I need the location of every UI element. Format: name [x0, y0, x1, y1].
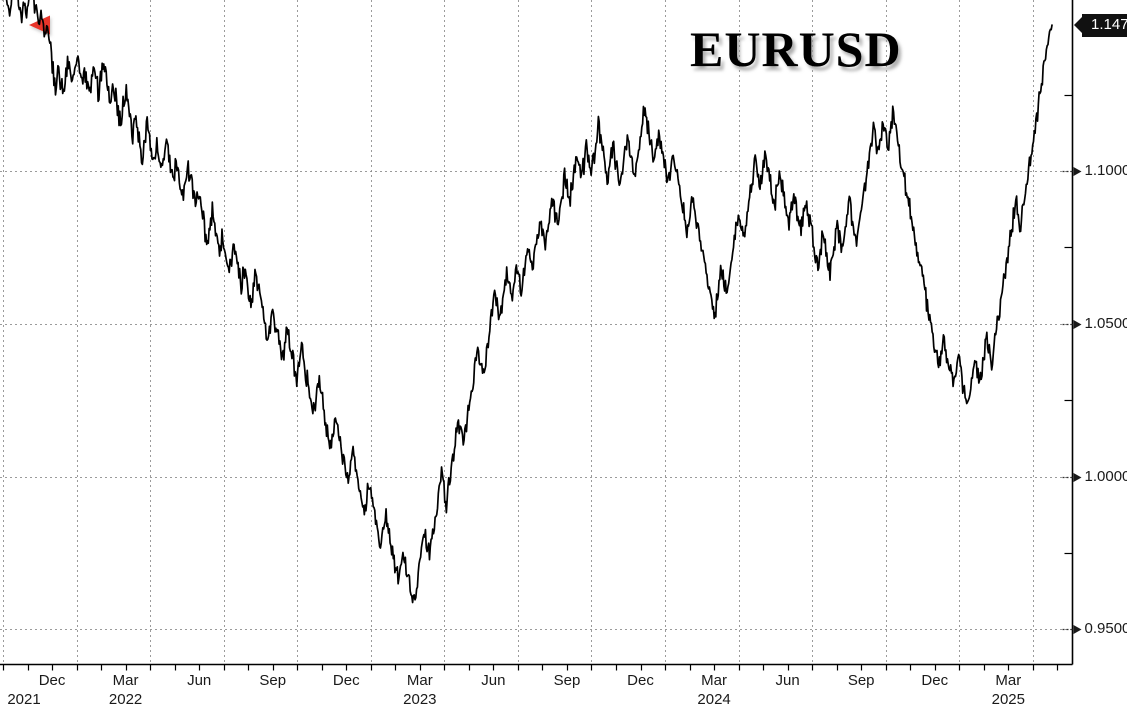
x-axis-tick-label: Mar: [995, 672, 1021, 689]
x-axis-tick-label: Sep: [259, 672, 286, 689]
x-axis-tick-label: Jun: [481, 672, 505, 689]
x-axis-tick-label: Dec: [39, 672, 66, 689]
x-axis-tick-label: Jun: [187, 672, 211, 689]
x-axis-year-label: 2021: [7, 691, 40, 708]
x-axis-tick-label: Mar: [113, 672, 139, 689]
y-axis-tick-label: 1.0000: [1085, 468, 1127, 485]
x-axis-tick-label: Dec: [333, 672, 360, 689]
x-axis-tick-label: Mar: [701, 672, 727, 689]
current-price-badge: 1.1478: [1082, 14, 1127, 37]
x-axis-year-label: 2022: [109, 691, 142, 708]
y-axis-tick-label: 1.0500: [1085, 315, 1127, 332]
x-axis-tick-label: Jun: [776, 672, 800, 689]
x-axis-year-label: 2025: [992, 691, 1025, 708]
x-axis-tick-label: Sep: [554, 672, 581, 689]
x-axis-tick-label: Dec: [921, 672, 948, 689]
y-axis-tick-label: 1.1000: [1085, 162, 1127, 179]
x-axis-tick-label: Mar: [407, 672, 433, 689]
x-axis-tick-label: Dec: [627, 672, 654, 689]
x-axis-year-label: 2023: [403, 691, 436, 708]
y-axis-tick-label: 0.9500: [1085, 620, 1127, 637]
eurusd-price-line: [0, 0, 1052, 602]
x-axis-tick-label: Sep: [848, 672, 875, 689]
x-axis-year-label: 2024: [697, 691, 730, 708]
vertical-gridlines: [4, 0, 1034, 665]
x-axis-ticks: [4, 665, 1058, 671]
chart-title: EURUSD: [690, 24, 902, 74]
